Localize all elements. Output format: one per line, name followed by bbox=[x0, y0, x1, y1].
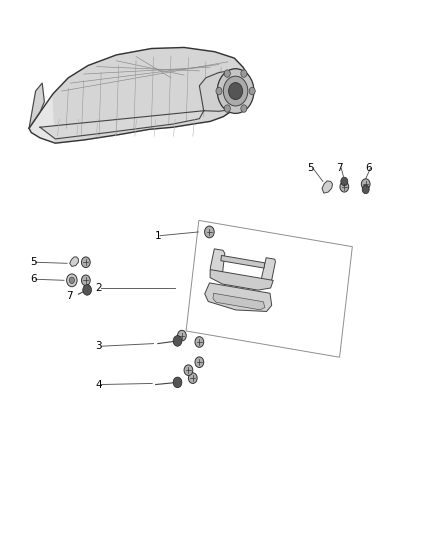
Circle shape bbox=[188, 373, 197, 383]
Circle shape bbox=[224, 105, 230, 112]
Polygon shape bbox=[210, 249, 225, 273]
Circle shape bbox=[241, 105, 247, 112]
Polygon shape bbox=[40, 111, 204, 139]
Polygon shape bbox=[205, 283, 272, 311]
Circle shape bbox=[362, 185, 369, 193]
Polygon shape bbox=[322, 181, 332, 193]
Circle shape bbox=[195, 337, 204, 348]
Text: 7: 7 bbox=[336, 163, 343, 173]
Text: 7: 7 bbox=[67, 290, 73, 301]
Circle shape bbox=[173, 377, 182, 387]
Polygon shape bbox=[261, 258, 276, 283]
Polygon shape bbox=[53, 47, 243, 143]
Polygon shape bbox=[70, 257, 78, 266]
Circle shape bbox=[195, 357, 204, 368]
Circle shape bbox=[67, 274, 77, 287]
Circle shape bbox=[184, 365, 193, 375]
Circle shape bbox=[205, 226, 214, 238]
Polygon shape bbox=[199, 71, 247, 111]
Text: 3: 3 bbox=[95, 341, 102, 351]
Circle shape bbox=[216, 87, 222, 95]
Text: 6: 6 bbox=[30, 274, 37, 284]
Circle shape bbox=[241, 70, 247, 77]
Text: 1: 1 bbox=[155, 231, 161, 241]
Circle shape bbox=[69, 277, 74, 284]
Circle shape bbox=[83, 285, 92, 295]
Circle shape bbox=[173, 336, 182, 346]
Circle shape bbox=[177, 330, 186, 341]
Polygon shape bbox=[29, 47, 250, 143]
Text: 6: 6 bbox=[365, 163, 371, 173]
Circle shape bbox=[223, 76, 248, 106]
Circle shape bbox=[217, 69, 254, 114]
Polygon shape bbox=[29, 83, 44, 128]
Polygon shape bbox=[186, 221, 352, 357]
Circle shape bbox=[81, 275, 90, 286]
Circle shape bbox=[249, 87, 255, 95]
Text: 2: 2 bbox=[95, 283, 102, 293]
Circle shape bbox=[81, 257, 90, 268]
Circle shape bbox=[341, 177, 348, 185]
Text: 5: 5 bbox=[30, 257, 37, 267]
Circle shape bbox=[361, 179, 370, 189]
Circle shape bbox=[340, 181, 349, 192]
Text: 4: 4 bbox=[95, 379, 102, 390]
Circle shape bbox=[229, 83, 243, 100]
Text: 5: 5 bbox=[307, 163, 314, 173]
Polygon shape bbox=[221, 255, 265, 268]
Polygon shape bbox=[213, 293, 265, 310]
Circle shape bbox=[224, 70, 230, 77]
Polygon shape bbox=[210, 270, 273, 290]
